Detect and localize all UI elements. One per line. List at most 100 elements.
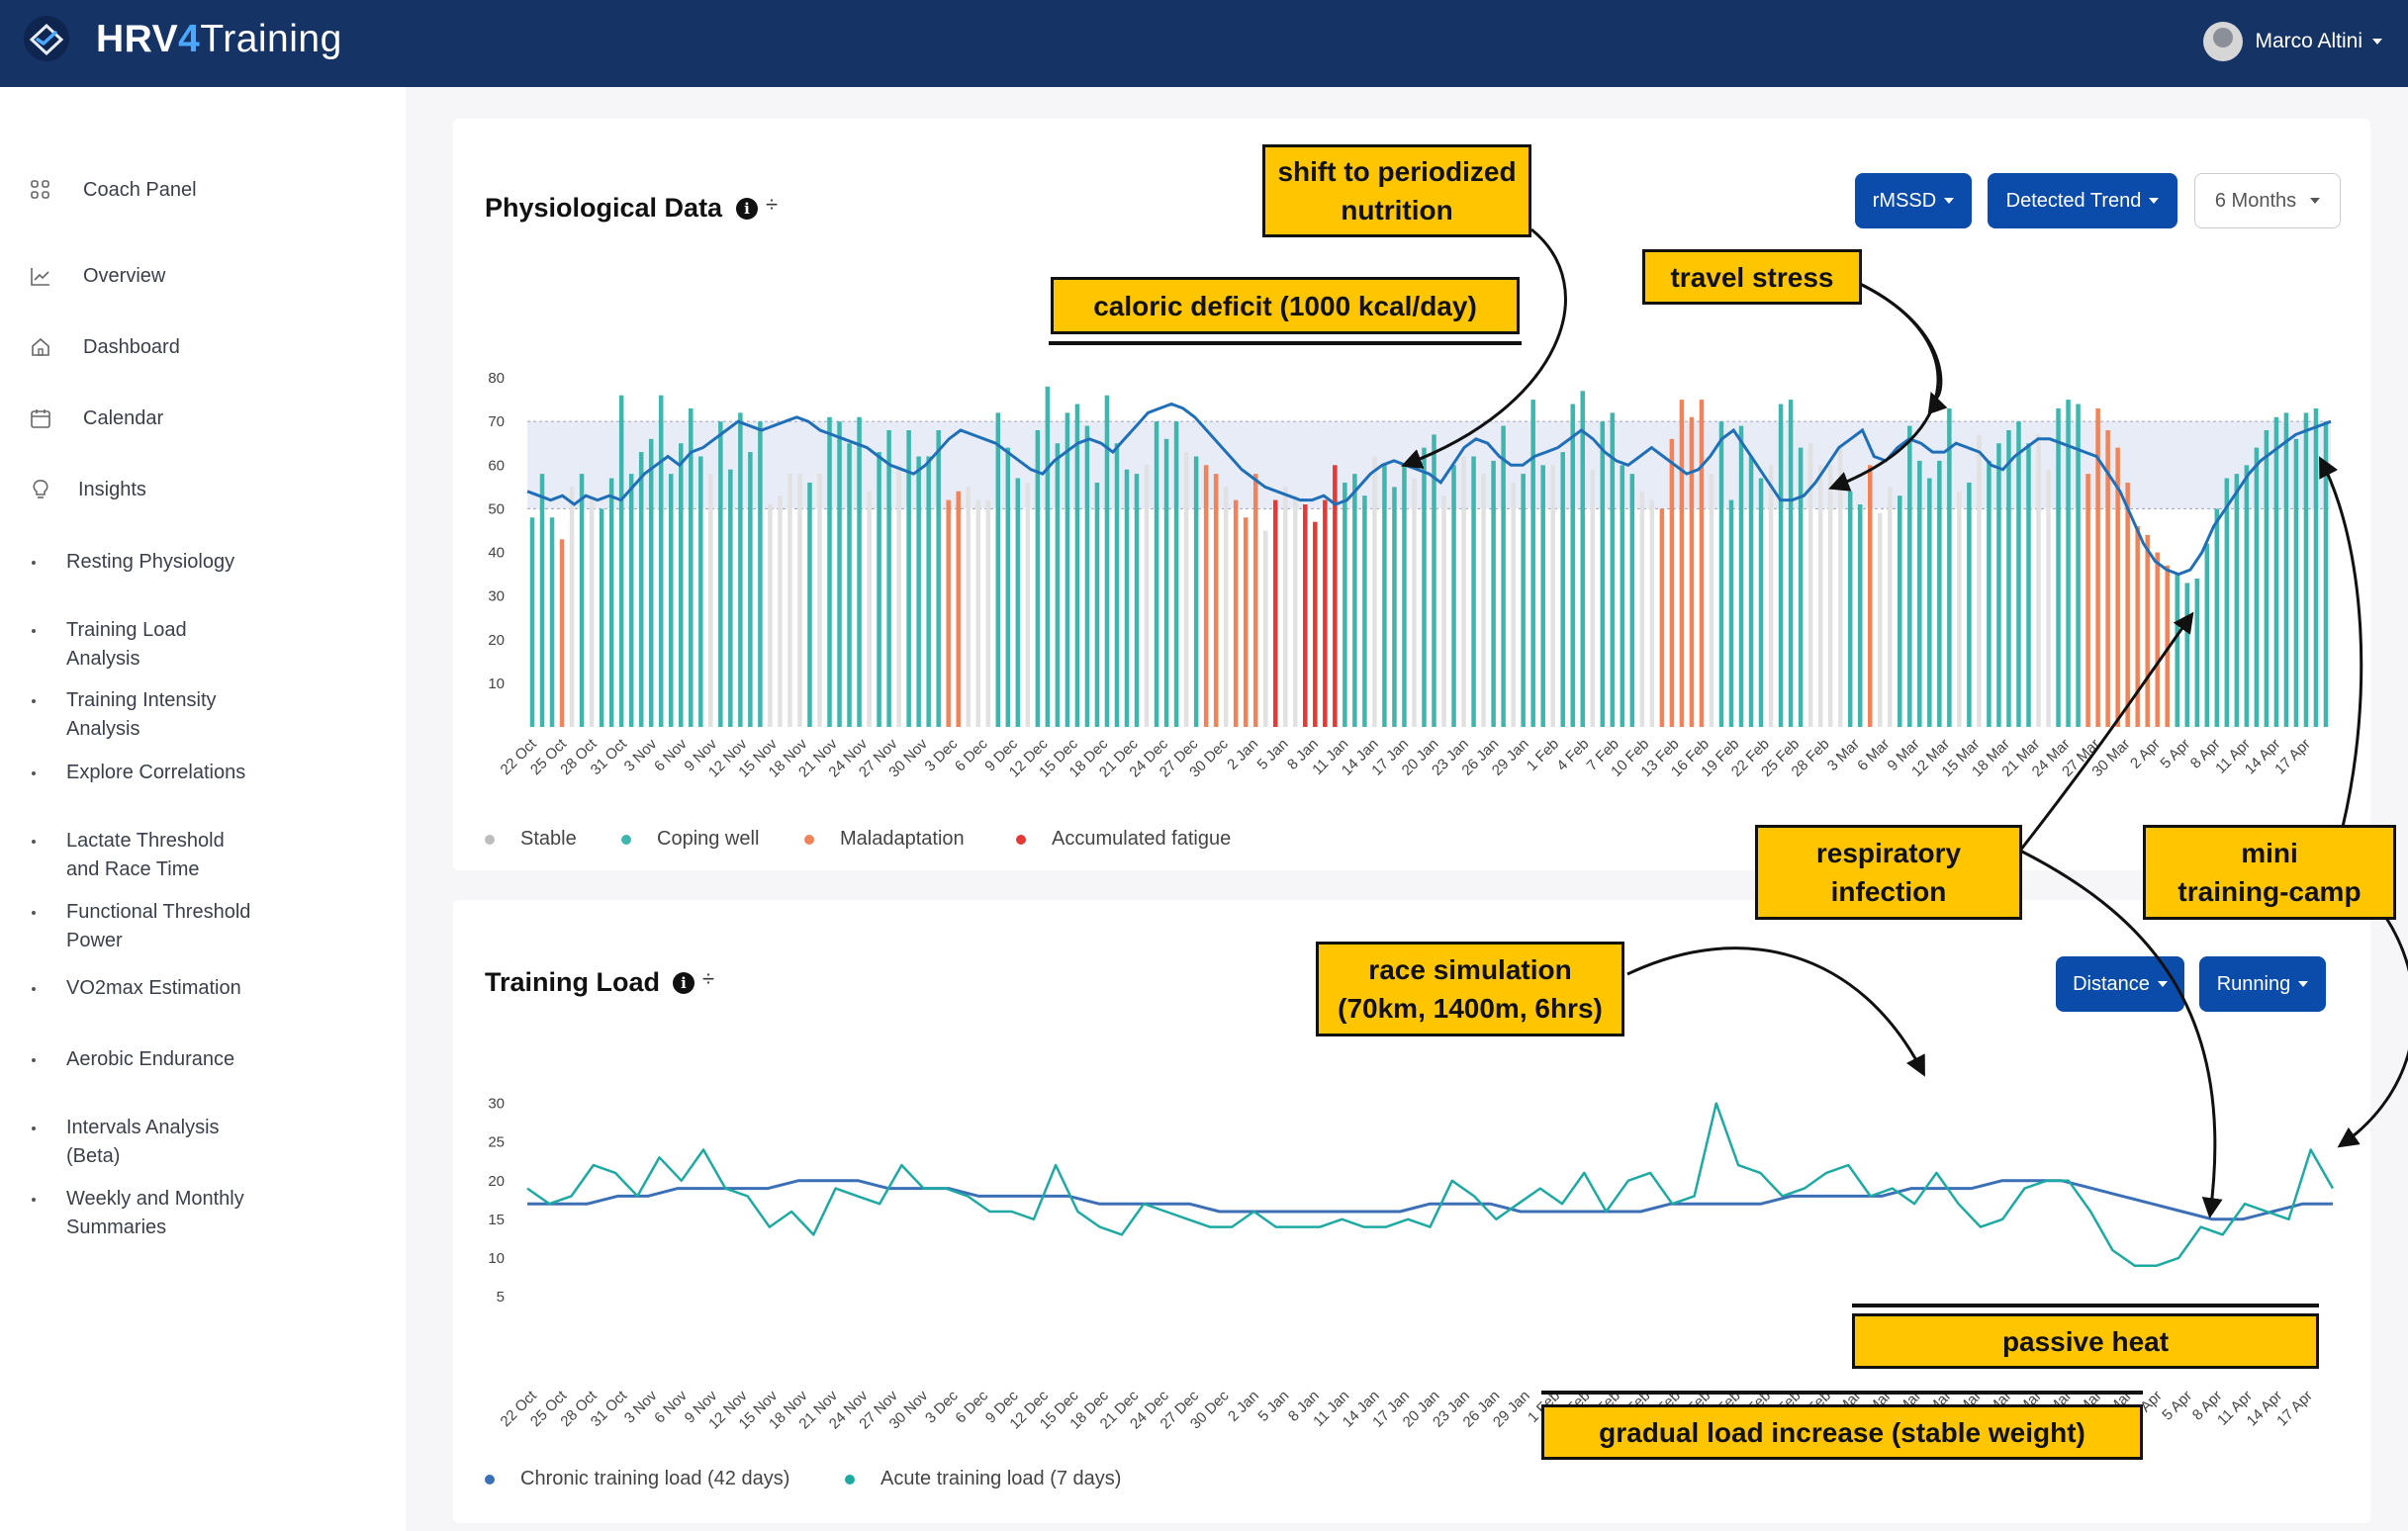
bar <box>995 412 1001 727</box>
legend-swatch <box>1016 834 1026 845</box>
legend-swatch <box>621 834 631 845</box>
bullet-icon <box>32 987 36 991</box>
bar <box>1104 395 1110 727</box>
bar <box>2006 430 2011 727</box>
bar <box>1689 416 1695 727</box>
bar <box>608 478 614 727</box>
bar <box>698 456 703 727</box>
sidebar-item-label: Resting Physiology <box>66 551 235 573</box>
bar <box>539 474 545 727</box>
info-icon[interactable]: i <box>736 198 758 220</box>
sidebar-item-label: Calendar <box>83 407 164 429</box>
metric-dropdown-button[interactable]: rMSSD <box>1855 173 1972 228</box>
hrv4training-logo-icon[interactable] <box>22 14 71 63</box>
bar <box>1471 456 1476 727</box>
bar <box>1827 465 1833 727</box>
avatar <box>2203 22 2244 61</box>
bar <box>1669 438 1675 727</box>
bar <box>2254 447 2260 727</box>
y-tick-label: 70 <box>488 413 505 430</box>
sidebar-item-label: Training Load Analysis <box>66 619 187 670</box>
bar <box>1807 443 1813 727</box>
bar <box>1847 491 1853 727</box>
bar <box>1857 504 1863 727</box>
bar <box>1372 456 1377 727</box>
legend-swatch <box>845 1474 855 1485</box>
y-tick-label: 15 <box>488 1212 505 1228</box>
bar <box>2175 574 2179 727</box>
bar <box>638 452 644 727</box>
user-name: Marco Altini <box>2255 30 2362 52</box>
bar <box>1272 499 1278 727</box>
bar <box>2026 443 2031 727</box>
bar <box>2323 421 2329 727</box>
trend-dropdown-button[interactable]: Detected Trend <box>1988 173 2177 228</box>
physiological-data-title: Physiological Data <box>485 193 723 223</box>
bar <box>857 416 862 727</box>
y-tick-label: 25 <box>488 1134 505 1151</box>
y-tick-label: 30 <box>488 588 505 605</box>
bar <box>768 504 773 727</box>
brand-title[interactable]: HRV4Training <box>96 18 342 60</box>
sort-icon[interactable]: ÷ <box>766 192 779 217</box>
sidebar-item-label: Coach Panel <box>83 179 197 201</box>
bar <box>2244 465 2250 727</box>
bar <box>658 395 664 727</box>
bullet-icon <box>32 1058 36 1062</box>
bar <box>1659 508 1665 727</box>
bar <box>837 421 842 727</box>
y-tick-label: 10 <box>488 675 505 692</box>
info-icon[interactable]: i <box>673 972 695 994</box>
physiological-data-card: Physiological Data i ÷ rMSSD Detected Tr… <box>453 119 2370 870</box>
annotation-travel-stress: travel stress <box>1642 249 1862 305</box>
bar <box>2165 565 2170 727</box>
bar <box>1888 487 1893 727</box>
bar <box>1154 421 1159 727</box>
legend-chronic-load[interactable]: Chronic training load (42 days) <box>485 1468 789 1490</box>
bar <box>778 495 783 727</box>
bar <box>797 474 802 727</box>
bar <box>1788 400 1794 727</box>
y-tick-label: 50 <box>488 500 505 517</box>
legend-accumulated-fatigue[interactable]: Accumulated fatigue <box>1016 828 1231 851</box>
legend-acute-load[interactable]: Acute training load (7 days) <box>845 1468 1121 1490</box>
sidebar-item-label: Overview <box>83 265 166 287</box>
bar <box>2135 526 2140 727</box>
legend-stable[interactable]: Stable <box>485 828 577 851</box>
bar <box>1084 425 1090 727</box>
bar <box>1491 460 1496 727</box>
bar <box>1065 412 1070 727</box>
bar <box>1352 474 1357 727</box>
bar <box>1620 465 1625 727</box>
sport-dropdown-button[interactable]: Running <box>2199 956 2326 1012</box>
bar <box>1977 434 1982 727</box>
bar <box>2273 416 2279 727</box>
bar <box>975 499 981 727</box>
bar <box>1798 447 1804 727</box>
user-menu[interactable]: Marco Altini <box>2203 22 2382 61</box>
bar <box>1580 391 1586 727</box>
bullet-icon <box>32 840 36 844</box>
time-range-dropdown-button[interactable]: 6 Months <box>2194 173 2341 228</box>
bar <box>926 456 931 727</box>
bar <box>2066 400 2071 727</box>
bar <box>2283 412 2289 727</box>
home-icon <box>32 337 49 356</box>
bullet-icon <box>32 1126 36 1130</box>
arrow-respiratory-down <box>2019 849 2223 1219</box>
legend-maladaptation[interactable]: Maladaptation <box>804 828 965 851</box>
bar <box>2214 508 2220 727</box>
bar <box>1333 465 1338 727</box>
y-tick-label: 80 <box>488 370 505 387</box>
bar <box>549 517 555 727</box>
bar <box>1629 474 1635 727</box>
sort-icon[interactable]: ÷ <box>702 966 715 991</box>
bar <box>1778 404 1784 727</box>
bar <box>1996 443 2001 727</box>
bar <box>1163 438 1169 727</box>
legend-coping-well[interactable]: Coping well <box>621 828 759 851</box>
arrow-travel-stress-2 <box>1857 281 1948 415</box>
bar <box>1074 404 1080 727</box>
chronic-load-line <box>527 1179 2333 1221</box>
bar <box>1649 499 1655 727</box>
